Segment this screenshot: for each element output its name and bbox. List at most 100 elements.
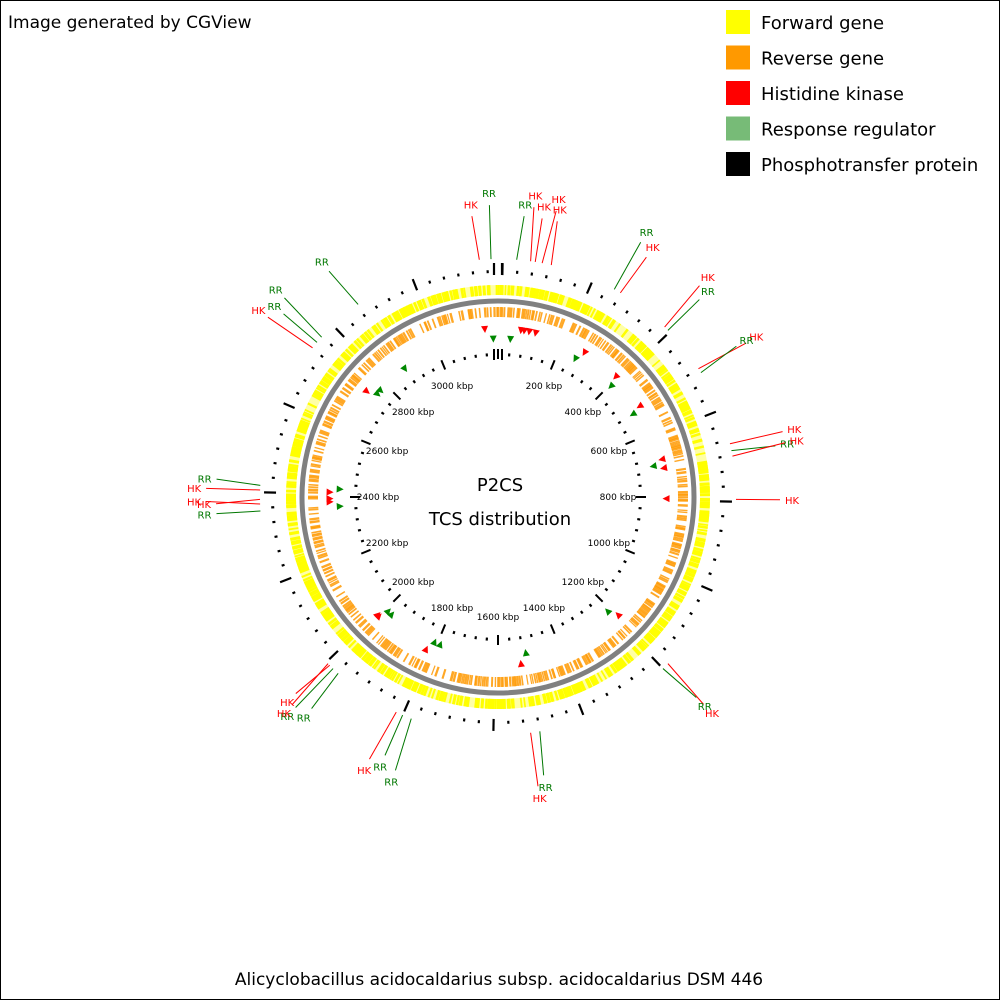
- reverse-gene: [431, 318, 437, 329]
- outer-tick: [279, 432, 284, 436]
- forward-gene: [322, 377, 332, 385]
- forward-gene: [324, 373, 334, 382]
- hk-marker: [362, 386, 370, 394]
- scale-label: 1600 kbp: [477, 613, 520, 623]
- outer-tick: [672, 635, 677, 640]
- forward-gene: [383, 316, 392, 327]
- forward-gene: [604, 667, 613, 677]
- reverse-gene: [622, 625, 631, 635]
- scale-tick: [570, 373, 575, 378]
- reverse-gene: [359, 619, 368, 628]
- forward-gene: [612, 662, 620, 672]
- hk-marker: [373, 612, 381, 620]
- hk-marker: [326, 488, 334, 496]
- reverse-gene: [673, 452, 684, 457]
- outer-tick: [411, 278, 419, 291]
- forward-gene: [669, 385, 680, 393]
- reverse-gene: [469, 308, 474, 319]
- outer-tick: [612, 302, 617, 306]
- forward-gene: [416, 683, 423, 694]
- reverse-gene: [541, 671, 546, 682]
- forward-gene: [685, 568, 697, 575]
- forward-gene: [290, 449, 302, 454]
- hk-label: HK: [357, 766, 372, 777]
- forward-gene: [648, 630, 658, 639]
- genome-backbone: [299, 298, 697, 696]
- reverse-gene: [599, 644, 607, 654]
- hk-marker: [518, 659, 525, 668]
- reverse-gene: [611, 635, 620, 645]
- reverse-gene: [669, 548, 681, 554]
- reverse-gene: [615, 632, 624, 641]
- forward-gene: [361, 651, 369, 660]
- forward-gene: [392, 311, 401, 322]
- forward-gene: [627, 334, 636, 344]
- reverse-gene: [553, 316, 559, 327]
- forward-gene: [478, 285, 482, 296]
- reverse-gene: [667, 434, 678, 440]
- reverse-gene: [312, 535, 323, 540]
- forward-gene: [689, 429, 700, 435]
- forward-gene: [634, 340, 643, 350]
- forward-gene: [348, 344, 358, 354]
- reverse-gene: [309, 470, 320, 474]
- hk-marker: [326, 495, 334, 503]
- forward-gene: [288, 463, 299, 468]
- reverse-gene: [599, 340, 607, 350]
- forward-gene: [684, 414, 694, 420]
- scale-tick: [440, 624, 447, 635]
- forward-gene: [548, 291, 553, 302]
- forward-gene: [302, 575, 313, 582]
- outer-tick: [319, 354, 324, 359]
- reverse-gene: [647, 391, 658, 399]
- reverse-gene: [668, 437, 680, 443]
- reverse-gene: [677, 511, 688, 514]
- forward-gene: [303, 411, 314, 417]
- reverse-gene: [645, 599, 655, 607]
- forward-gene: [510, 698, 514, 709]
- reverse-gene: [661, 416, 672, 423]
- reverse-gene: [671, 544, 682, 550]
- reverse-gene: [479, 676, 483, 687]
- outer-tick: [564, 710, 568, 714]
- forward-gene: [573, 300, 579, 311]
- forward-gene: [393, 672, 402, 683]
- forward-gene: [586, 306, 593, 317]
- outer-tick: [536, 717, 539, 721]
- forward-gene: [534, 288, 539, 299]
- reverse-gene: [576, 658, 583, 669]
- callout-line: [292, 663, 329, 705]
- reverse-gene: [338, 595, 349, 603]
- forward-gene: [286, 481, 297, 484]
- hk-label: HK: [553, 206, 568, 217]
- forward-gene: [670, 387, 681, 395]
- reverse-gene: [673, 455, 684, 459]
- forward-gene: [562, 687, 568, 698]
- scale-tick: [421, 373, 426, 378]
- forward-gene: [324, 612, 334, 621]
- reverse-gene: [382, 344, 391, 354]
- reverse-gene: [417, 660, 425, 671]
- reverse-gene: [548, 669, 553, 680]
- outer-tick: [559, 278, 563, 283]
- reverse-gene: [442, 314, 448, 325]
- forward-gene: [640, 346, 650, 356]
- reverse-gene: [486, 307, 489, 318]
- reverse-gene: [632, 615, 642, 623]
- scale-tick: [625, 439, 636, 446]
- callout-line: [729, 431, 783, 445]
- forward-gene: [549, 691, 555, 702]
- reverse-gene: [662, 419, 673, 426]
- reverse-gene: [430, 665, 436, 676]
- reverse-gene: [357, 367, 366, 376]
- reverse-gene: [414, 658, 421, 669]
- forward-gene: [683, 575, 694, 582]
- forward-gene: [396, 310, 403, 320]
- reverse-gene: [677, 477, 688, 481]
- forward-gene: [688, 427, 700, 434]
- forward-gene: [438, 292, 444, 304]
- outer-tick: [311, 366, 315, 370]
- forward-gene: [698, 515, 710, 520]
- rr-label: RR: [640, 228, 654, 239]
- forward-gene: [658, 617, 668, 626]
